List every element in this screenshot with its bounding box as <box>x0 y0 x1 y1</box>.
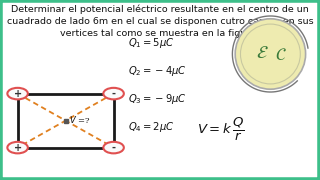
Text: $\mathcal{C}$: $\mathcal{C}$ <box>275 46 287 64</box>
Circle shape <box>7 88 28 99</box>
Ellipse shape <box>235 19 306 89</box>
Text: $Q_1 = 5\mu C$: $Q_1 = 5\mu C$ <box>128 36 175 50</box>
Circle shape <box>103 142 124 153</box>
Text: -: - <box>112 89 116 99</box>
Text: -: - <box>112 143 116 153</box>
Text: Determinar el potencial eléctrico resultante en el centro de un
cuadrado de lado: Determinar el potencial eléctrico result… <box>7 4 313 38</box>
Text: +: + <box>13 143 22 153</box>
Text: $\mathcal{E}$: $\mathcal{E}$ <box>256 44 269 62</box>
Circle shape <box>103 88 124 99</box>
Text: +: + <box>13 89 22 99</box>
Text: $V$ =?: $V$ =? <box>69 114 91 125</box>
Text: $V = k\,\dfrac{Q}{r}$: $V = k\,\dfrac{Q}{r}$ <box>197 116 244 143</box>
Text: $Q_3 = -9\mu C$: $Q_3 = -9\mu C$ <box>128 92 187 106</box>
Text: $Q_4 = 2\mu C$: $Q_4 = 2\mu C$ <box>128 120 175 134</box>
Circle shape <box>7 142 28 153</box>
Text: $Q_2 = -4\mu C$: $Q_2 = -4\mu C$ <box>128 64 187 78</box>
